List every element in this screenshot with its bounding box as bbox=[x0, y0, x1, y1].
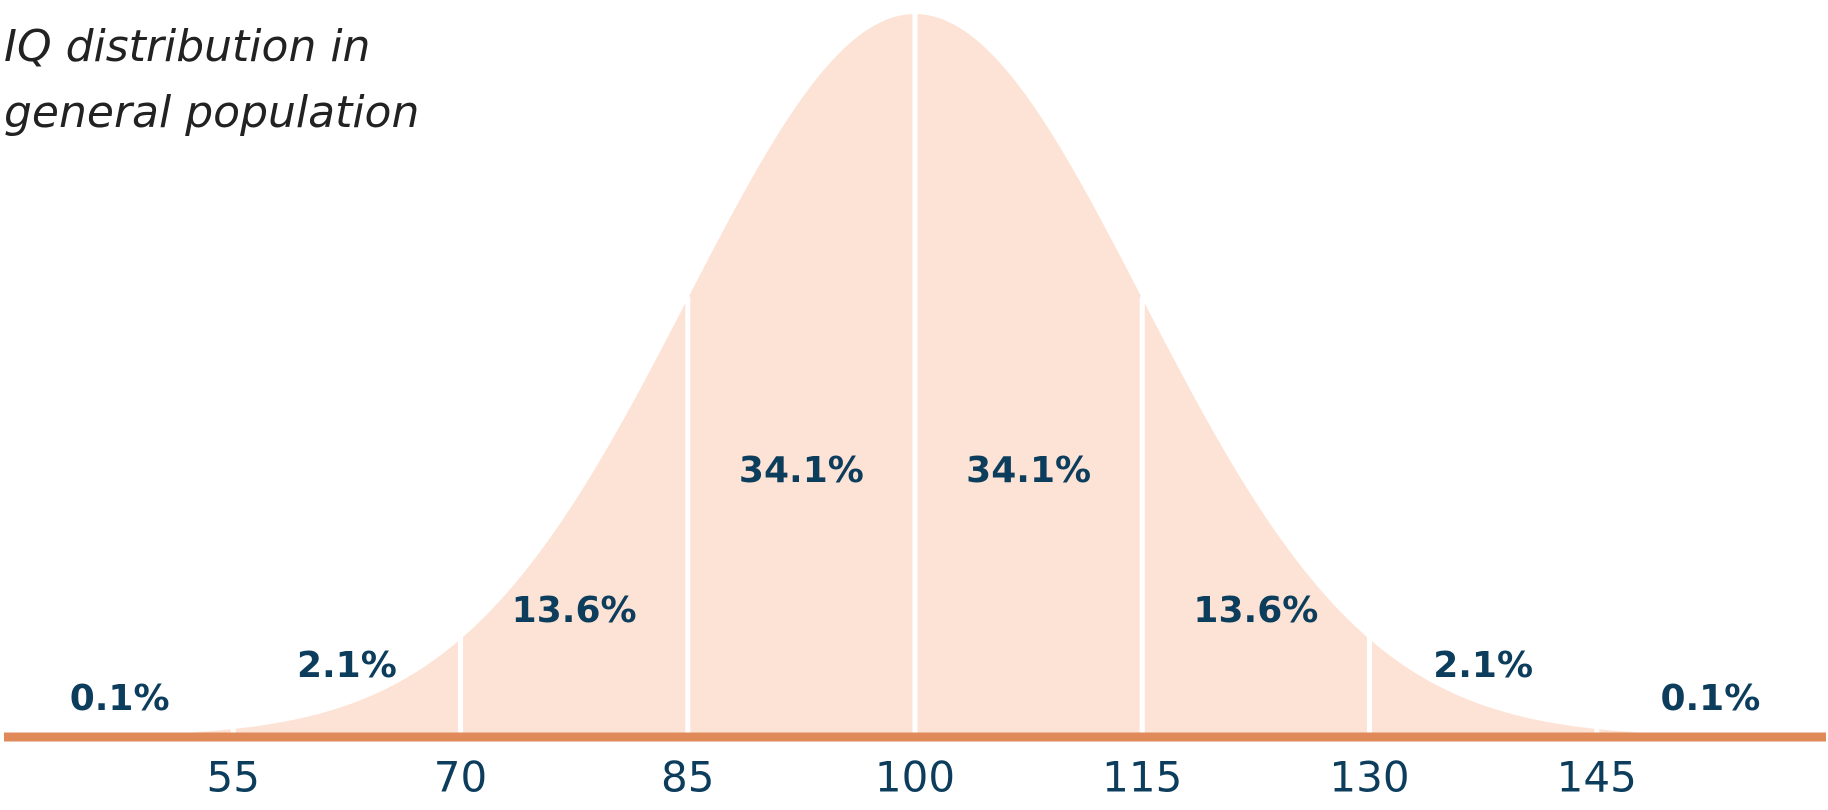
value-label: 13.6% bbox=[512, 590, 637, 631]
value-label: 2.1% bbox=[297, 645, 397, 686]
segment bbox=[687, 14, 915, 737]
value-label: 34.1% bbox=[739, 450, 864, 491]
value-label: 34.1% bbox=[966, 450, 1091, 491]
x-tick-label: 115 bbox=[1102, 753, 1182, 802]
x-tick-label: 100 bbox=[875, 753, 955, 802]
x-tick-label: 55 bbox=[207, 753, 260, 802]
value-label: 2.1% bbox=[1433, 645, 1533, 686]
x-tick-label: 70 bbox=[434, 753, 487, 802]
segment bbox=[460, 298, 688, 737]
segment bbox=[1142, 298, 1370, 737]
value-label: 13.6% bbox=[1193, 590, 1318, 631]
value-label: 0.1% bbox=[1660, 678, 1760, 719]
x-tick-label: 145 bbox=[1557, 753, 1637, 802]
segment bbox=[233, 639, 461, 737]
chart-title: IQ distribution in general population bbox=[4, 21, 420, 138]
x-tick-label: 130 bbox=[1329, 753, 1409, 802]
segment bbox=[1369, 639, 1597, 737]
value-label: 0.1% bbox=[70, 678, 170, 719]
x-tick-label: 85 bbox=[661, 753, 714, 802]
segment bbox=[915, 14, 1143, 737]
